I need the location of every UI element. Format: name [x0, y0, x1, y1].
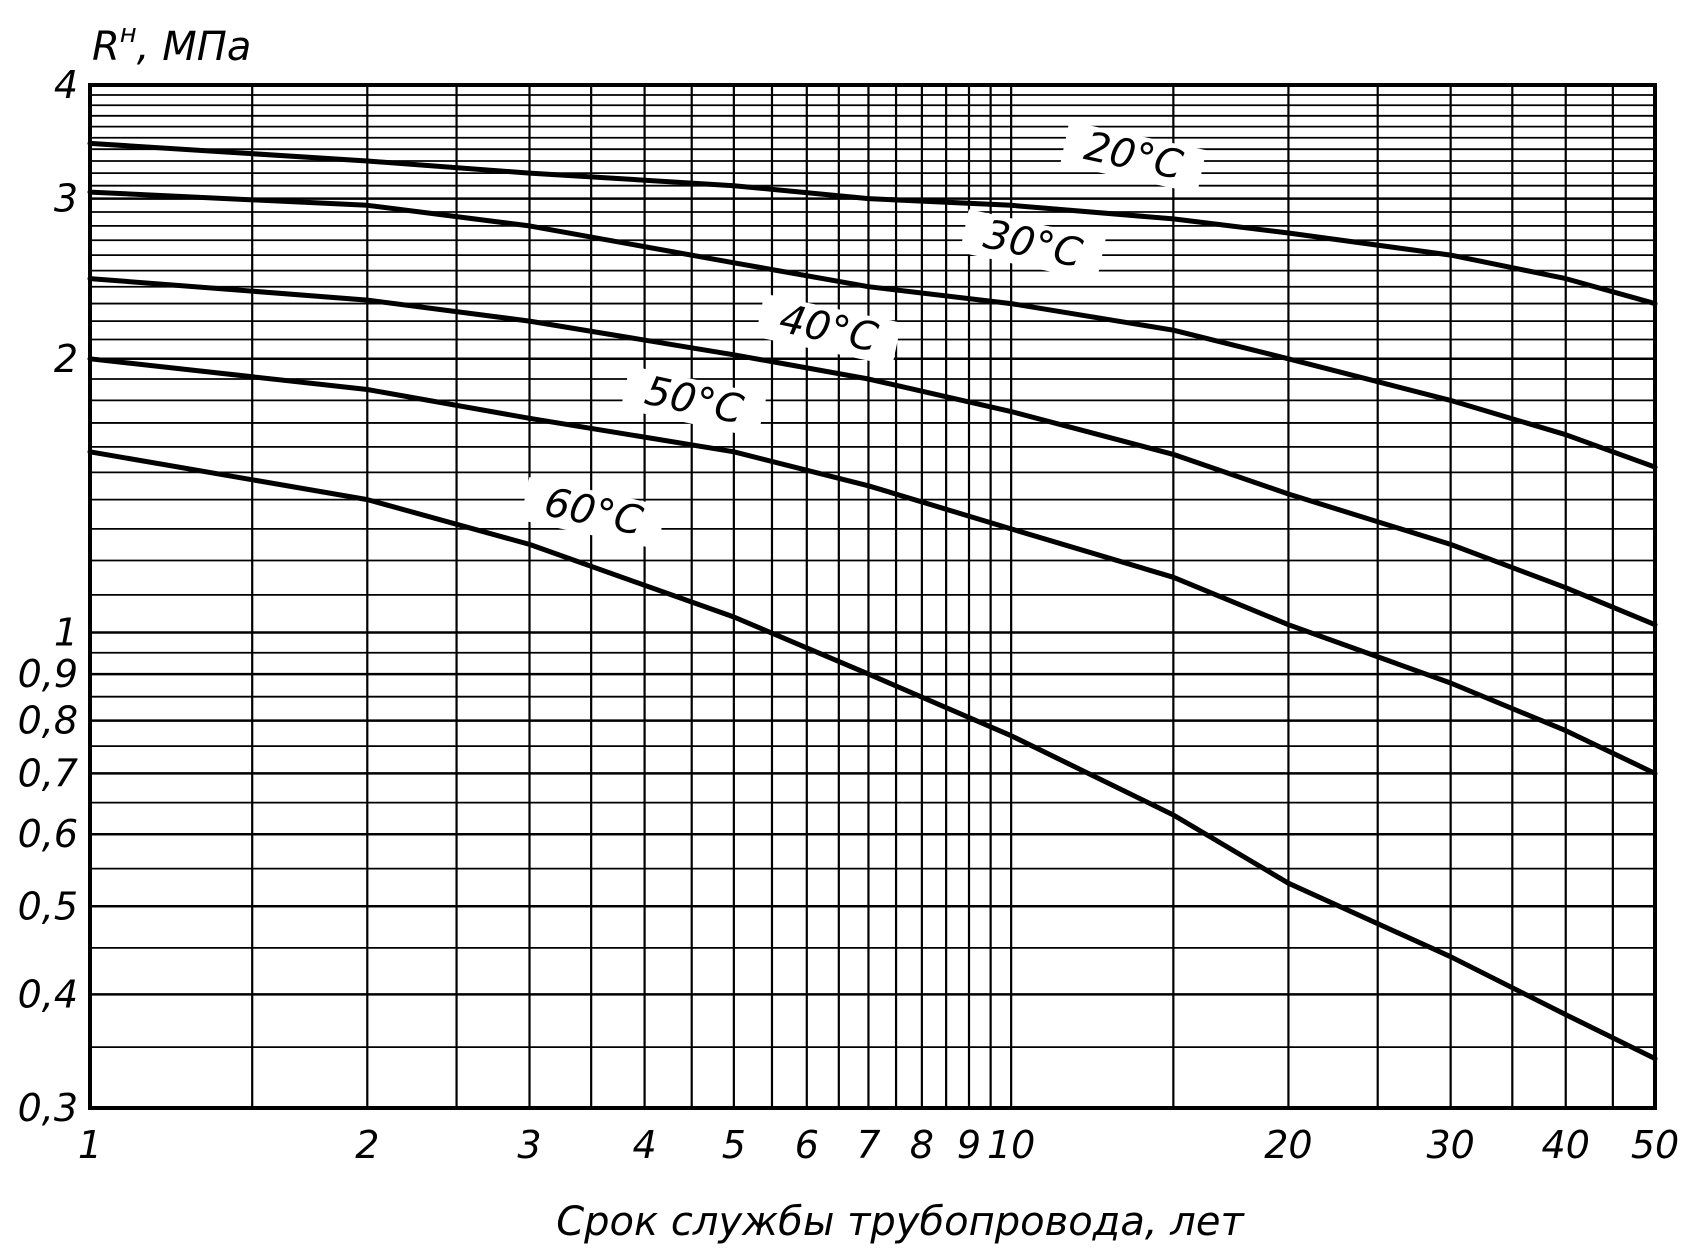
y-tick-label: 0,8	[18, 699, 78, 743]
x-tick-label: 20	[1264, 1123, 1312, 1167]
y-tick-label: 0,4	[18, 972, 78, 1016]
x-tick-label: 8	[910, 1123, 934, 1167]
x-tick-label: 40	[1542, 1123, 1590, 1167]
series-line-4	[87, 356, 1658, 776]
plot-frame	[88, 83, 1657, 1110]
x-tick-label: 30	[1426, 1123, 1474, 1167]
y-tick-label: 2	[54, 337, 78, 381]
tick-label-layer: 1 2 3 4 5 6 7 8 9 10 20 30 40 50 0,3 0,4 0,5 0,6 0,7 0,80,9…	[18, 63, 1680, 1167]
series-label-group-4: 50°C	[620, 365, 767, 438]
x-tick-label: 2	[355, 1123, 379, 1167]
series-label-5: 60°C	[540, 479, 646, 545]
y-tick-label: 4	[54, 63, 78, 107]
x-tick-label: 3	[517, 1123, 541, 1167]
x-tick-label: 4	[632, 1123, 656, 1167]
x-tick-label: 5	[722, 1123, 746, 1167]
y-tick-label: 1	[54, 611, 78, 655]
y-tick-label: 0,6	[18, 812, 78, 856]
series-label-background	[620, 365, 767, 438]
y-tick-label: 3	[54, 177, 78, 221]
series-line-5	[87, 449, 1658, 1062]
series-label-background	[755, 293, 902, 366]
x-tick-label: 9	[957, 1123, 981, 1167]
series-label-group-1: 20°C	[1060, 121, 1207, 194]
grid-layer	[88, 83, 1657, 1110]
x-tick-label: 7	[856, 1123, 880, 1167]
y-tick-label: 0,5	[18, 884, 78, 928]
x-tick-label: 10	[987, 1123, 1035, 1167]
x-tick-label: 1	[78, 1123, 102, 1167]
y-tick-label: 0,3	[18, 1086, 78, 1130]
y-axis-title: Rн, МПа	[92, 19, 251, 70]
series-label-background	[959, 209, 1106, 282]
x-tick-label: 50	[1631, 1123, 1679, 1167]
series-line-3	[87, 276, 1658, 628]
y-axis-title-unit: , МПа	[137, 24, 252, 70]
series-label-background	[1060, 121, 1207, 194]
y-axis-title-main: R	[92, 24, 120, 70]
series-label-3: 40°C	[775, 296, 881, 362]
series-line-2	[87, 189, 1658, 470]
x-axis-title: Срок службы трубопровода, лет	[556, 1199, 1245, 1245]
series-line-1	[87, 140, 1658, 307]
series-label-background	[520, 477, 667, 550]
series-label-1: 20°C	[1080, 123, 1186, 189]
x-tick-label: 6	[795, 1123, 819, 1167]
y-axis-title-superscript: н	[120, 19, 137, 49]
y-tick-label: 0,9	[18, 652, 78, 696]
series-layer	[87, 140, 1658, 1062]
series-label-2: 30°C	[980, 212, 1086, 278]
y-tick-label: 0,7	[18, 751, 78, 795]
